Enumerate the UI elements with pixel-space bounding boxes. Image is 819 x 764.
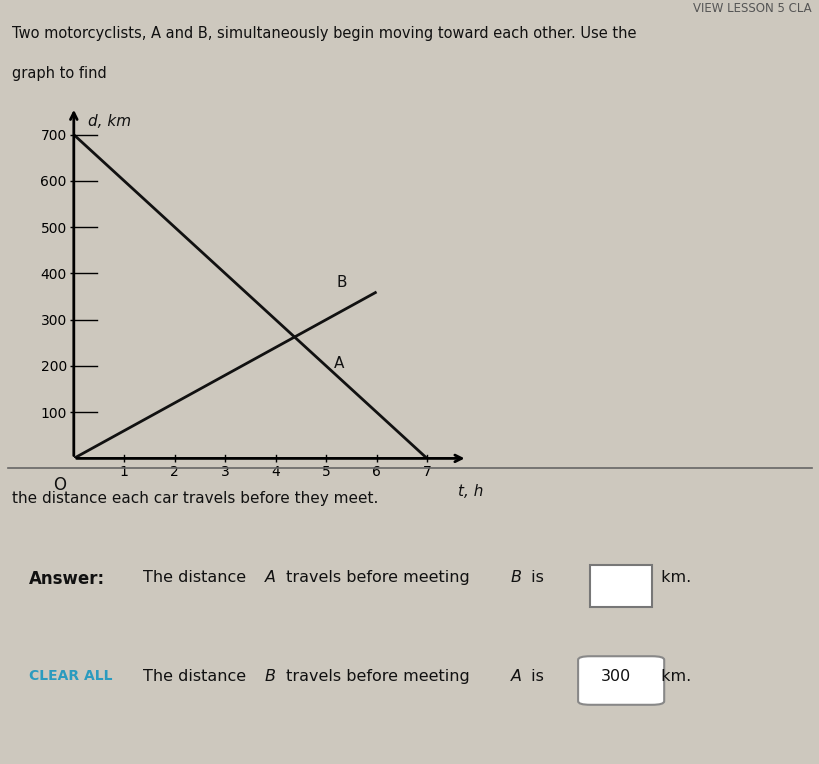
Text: 300: 300 [600,669,631,685]
Text: t, h: t, h [457,484,482,499]
Text: the distance each car travels before they meet.: the distance each car travels before the… [12,491,378,507]
Text: km.: km. [655,669,690,685]
Text: A: A [510,669,521,685]
Text: B: B [265,669,275,685]
Text: The distance: The distance [143,669,251,685]
Text: travels before meeting: travels before meeting [281,669,474,685]
Text: VIEW LESSON 5 CLA: VIEW LESSON 5 CLA [692,2,811,15]
Text: The distance: The distance [143,570,251,584]
Text: O: O [53,476,66,494]
Text: graph to find: graph to find [12,66,107,81]
Text: d, km: d, km [88,114,131,129]
Text: Answer:: Answer: [29,570,105,588]
Text: A: A [333,356,344,371]
Text: km.: km. [655,570,690,584]
Text: Two motorcyclists, A and B, simultaneously begin moving toward each other. Use t: Two motorcyclists, A and B, simultaneous… [12,26,636,40]
Text: is: is [525,570,543,584]
Text: B: B [336,275,346,290]
FancyBboxPatch shape [577,656,663,704]
Text: B: B [510,570,521,584]
Text: A: A [265,570,275,584]
Text: travels before meeting: travels before meeting [281,570,474,584]
FancyBboxPatch shape [590,565,651,607]
Text: CLEAR ALL: CLEAR ALL [29,669,112,683]
Text: is: is [525,669,543,685]
